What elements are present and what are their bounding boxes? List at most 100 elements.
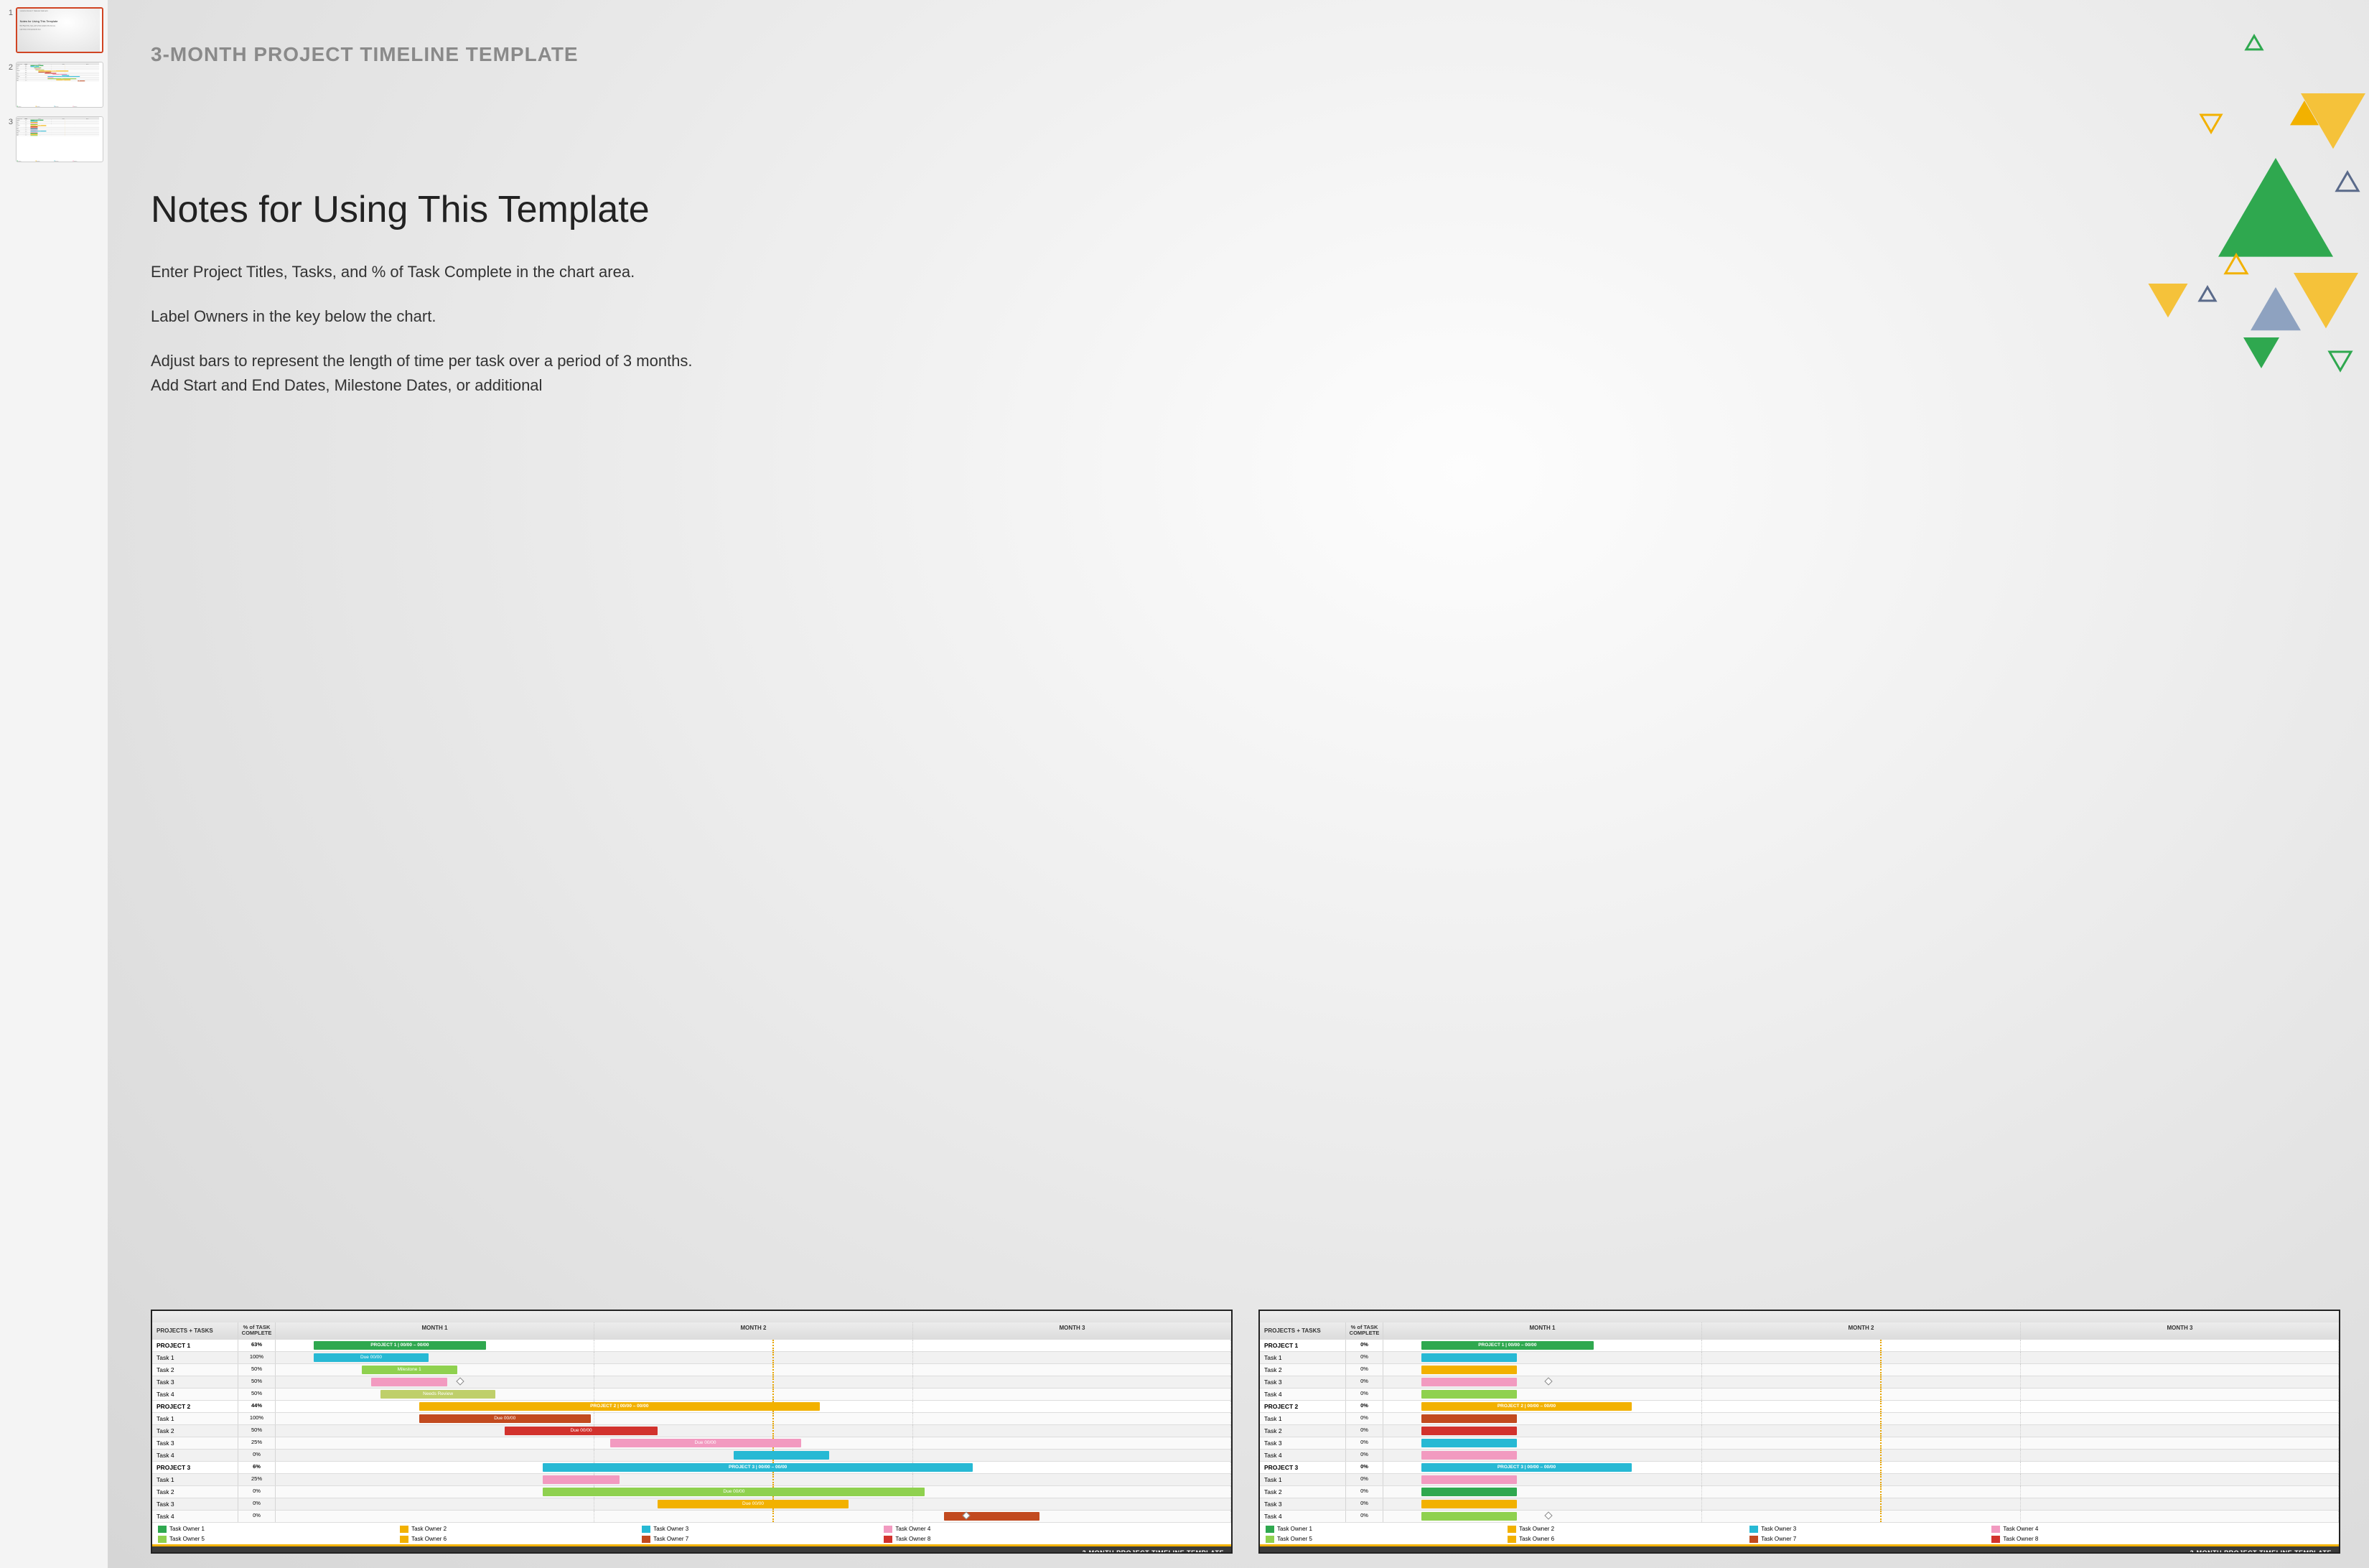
- row-pct: 100%: [238, 1413, 276, 1424]
- legend-label: Task Owner 3: [653, 1526, 688, 1532]
- gantt-bar[interactable]: PROJECT 1 | 00/00 – 00/00: [314, 1341, 485, 1350]
- gantt-bar[interactable]: PROJECT 2 | 00/00 – 00/00: [1421, 1402, 1632, 1411]
- notes-p1: Enter Project Titles, Tasks, and % of Ta…: [151, 260, 696, 284]
- gantt-bar[interactable]: Due 00/00: [658, 1500, 849, 1508]
- row-barzone: [1383, 1450, 2339, 1461]
- gantt-bar[interactable]: [1421, 1414, 1517, 1423]
- legend-swatch: [400, 1536, 408, 1543]
- legend-label: Task Owner 6: [411, 1536, 447, 1542]
- row-pct: 44%: [238, 1401, 276, 1412]
- gantt-bar[interactable]: [1421, 1366, 1517, 1374]
- row-label: Task 3: [1260, 1376, 1346, 1388]
- slide-thumbnail-2[interactable]: TODAYPROJECTS + TASKS% of TASK COMPLETEM…: [16, 62, 103, 108]
- gantt-bar[interactable]: Due 00/00: [314, 1353, 429, 1362]
- row-label: PROJECT 3: [152, 1462, 238, 1473]
- legend-swatch: [1266, 1536, 1274, 1543]
- notes-p2: Label Owners in the key below the chart.: [151, 304, 696, 329]
- month-header: MONTH 1: [1383, 1322, 1702, 1339]
- gantt-task-row: Task 40%: [17, 135, 99, 136]
- legend-label: Task Owner 7: [1761, 1536, 1796, 1542]
- gantt-task-row: Task 250% Due 00/00: [152, 1425, 1231, 1437]
- row-barzone: PROJECT 3 | 00/00 – 00/00: [276, 1462, 1231, 1473]
- gantt-bar[interactable]: PROJECT 3 | 00/00 – 00/00: [1421, 1463, 1632, 1472]
- row-label: Task 4: [152, 1450, 238, 1461]
- gantt-legend: Task Owner 1Task Owner 2Task Owner 3Task…: [17, 106, 99, 108]
- notes-heading: Notes for Using This Template: [151, 188, 2369, 231]
- gantt-bar[interactable]: [1421, 1390, 1517, 1399]
- slide-thumbnail-panel: 1 3-MONTH PROJECT TIMELINE TEMPLATE Note…: [0, 0, 108, 1568]
- gantt-bar[interactable]: [1421, 1512, 1517, 1521]
- app-root: 1 3-MONTH PROJECT TIMELINE TEMPLATE Note…: [0, 0, 2369, 1568]
- legend-label: Task Owner 8: [2003, 1536, 2038, 1542]
- row-pct: 0%: [1346, 1413, 1383, 1424]
- slide-thumbnail-1[interactable]: 3-MONTH PROJECT TIMELINE TEMPLATE Notes …: [16, 7, 103, 53]
- gantt-task-row: Task 40%: [17, 80, 99, 82]
- gantt-bar[interactable]: PROJECT 1 | 00/00 – 00/00: [1421, 1341, 1593, 1350]
- gantt-task-row: Task 20%: [1260, 1425, 2339, 1437]
- legend-swatch: [884, 1526, 892, 1533]
- row-barzone: [1383, 1413, 2339, 1424]
- milestone-diamond-icon: [39, 135, 40, 136]
- row-barzone: Due 00/00: [276, 1413, 1231, 1424]
- row-pct: 0%: [1346, 1401, 1383, 1412]
- legend-label: Task Owner 2: [411, 1526, 447, 1532]
- month-header: MONTH 3: [913, 1322, 1231, 1339]
- row-barzone: [1383, 1498, 2339, 1510]
- row-label: Task 3: [152, 1437, 238, 1449]
- row-pct: 0%: [1346, 1462, 1383, 1473]
- milestone-diamond-icon: [1544, 1511, 1552, 1519]
- gantt-task-row: Task 30%: [1260, 1437, 2339, 1450]
- gantt-bar[interactable]: PROJECT 3 | 00/00 – 00/00: [543, 1463, 973, 1472]
- gantt-bar[interactable]: [1421, 1427, 1517, 1435]
- row-label: PROJECT 2: [1260, 1401, 1346, 1412]
- gantt-task-row: Task 1100%Due 00/00: [152, 1352, 1231, 1364]
- gantt-bar[interactable]: [1421, 1378, 1517, 1386]
- row-pct: 50%: [238, 1425, 276, 1437]
- gantt-bar[interactable]: [1421, 1488, 1517, 1496]
- row-label: Task 1: [152, 1352, 238, 1363]
- gantt-bar[interactable]: [1421, 1353, 1517, 1362]
- gantt-legend: Task Owner 1Task Owner 2Task Owner 3Task…: [1260, 1523, 2339, 1544]
- row-label: PROJECT 1: [152, 1340, 238, 1351]
- row-label: Task 2: [152, 1425, 238, 1437]
- row-barzone: PROJECT 1 | 00/00 – 00/00: [276, 1340, 1231, 1351]
- milestone-diamond-icon: [1544, 1377, 1552, 1385]
- gantt-bar[interactable]: Due 00/00: [610, 1439, 801, 1447]
- gantt-bar[interactable]: [30, 135, 37, 136]
- col-header-pct: % of TASK COMPLETE: [1346, 1322, 1383, 1339]
- legend-swatch: [884, 1536, 892, 1543]
- gantt-bar[interactable]: Due 00/00: [543, 1488, 925, 1496]
- template-subtitle: 3-MONTH PROJECT TIMELINE TEMPLATE: [151, 43, 2369, 66]
- gantt-task-row: Task 40%: [152, 1450, 1231, 1462]
- legend-item: Task Owner 1: [1266, 1526, 1500, 1533]
- gantt-bar[interactable]: Due 00/00: [419, 1414, 591, 1423]
- gantt-bar[interactable]: Milestone 1: [362, 1366, 457, 1374]
- gantt-task-row: Task 30%Due 00/00: [152, 1498, 1231, 1511]
- gantt-bar[interactable]: [1421, 1439, 1517, 1447]
- gantt-task-row: Task 325%Due 00/00: [152, 1437, 1231, 1450]
- legend-item: Task Owner 1: [158, 1526, 393, 1533]
- row-label: Task 1: [152, 1413, 238, 1424]
- gantt-bar[interactable]: [734, 1451, 829, 1460]
- gantt-bar[interactable]: [1421, 1451, 1517, 1460]
- row-barzone: PROJECT 3 | 00/00 – 00/00: [1383, 1462, 2339, 1473]
- legend-label: Task Owner 8: [895, 1536, 930, 1542]
- legend-item: Task Owner 3: [642, 1526, 877, 1533]
- col-header-pct: % of TASK COMPLETE: [238, 1322, 276, 1339]
- gantt-bar[interactable]: [1421, 1500, 1517, 1508]
- gantt-bar[interactable]: PROJECT 2 | 00/00 – 00/00: [419, 1402, 821, 1411]
- gantt-footer: 3-MONTH PROJECT TIMELINE TEMPLATE: [1260, 1544, 2339, 1554]
- gantt-bar[interactable]: [371, 1378, 447, 1386]
- legend-label: Task Owner 1: [169, 1526, 205, 1532]
- slide-thumbnail-3[interactable]: TODAYPROJECTS + TASKS% of TASK COMPLETEM…: [16, 116, 103, 162]
- gantt-bar[interactable]: [543, 1475, 619, 1484]
- gantt-bar[interactable]: [1421, 1475, 1517, 1484]
- legend-item: Task Owner 6: [1508, 1536, 1742, 1543]
- gantt-bar[interactable]: [944, 1512, 1039, 1521]
- legend-label: Task Owner 5: [169, 1536, 205, 1542]
- col-header-tasks: PROJECTS + TASKS: [1260, 1322, 1346, 1339]
- gantt-bar[interactable]: Needs Review: [380, 1390, 495, 1399]
- row-label: Task 1: [1260, 1352, 1346, 1363]
- row-barzone: [27, 80, 99, 81]
- gantt-bar[interactable]: Due 00/00: [505, 1427, 658, 1435]
